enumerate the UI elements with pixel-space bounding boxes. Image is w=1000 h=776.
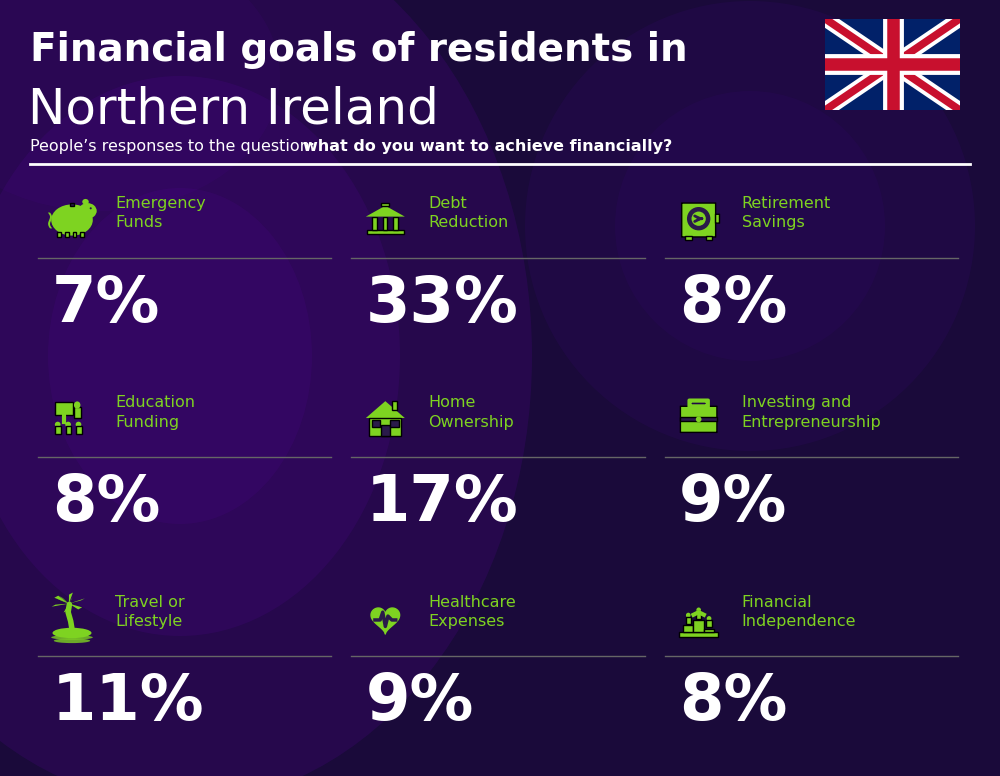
FancyBboxPatch shape xyxy=(57,232,61,237)
Polygon shape xyxy=(70,598,73,604)
Ellipse shape xyxy=(687,207,710,230)
FancyBboxPatch shape xyxy=(55,403,73,415)
FancyBboxPatch shape xyxy=(55,426,61,434)
Text: Education
Funding: Education Funding xyxy=(115,395,195,430)
Text: 9%: 9% xyxy=(679,472,787,534)
Text: Northern Ireland: Northern Ireland xyxy=(28,86,439,134)
Text: 8%: 8% xyxy=(52,472,160,534)
Ellipse shape xyxy=(82,199,89,205)
Text: Financial
Independence: Financial Independence xyxy=(742,594,856,629)
FancyBboxPatch shape xyxy=(680,407,717,432)
Ellipse shape xyxy=(76,421,81,428)
Polygon shape xyxy=(59,596,69,604)
Polygon shape xyxy=(64,604,69,612)
FancyBboxPatch shape xyxy=(65,232,69,237)
Text: Emergency
Funds: Emergency Funds xyxy=(115,196,206,230)
Polygon shape xyxy=(52,604,69,607)
Ellipse shape xyxy=(48,188,312,524)
Ellipse shape xyxy=(615,91,885,361)
Polygon shape xyxy=(57,598,69,604)
Text: 33%: 33% xyxy=(365,272,518,334)
Polygon shape xyxy=(366,401,405,418)
Ellipse shape xyxy=(51,635,93,639)
Polygon shape xyxy=(69,598,85,604)
FancyBboxPatch shape xyxy=(372,420,380,427)
Text: what do you want to achieve financially?: what do you want to achieve financially? xyxy=(303,139,672,154)
Ellipse shape xyxy=(696,417,702,422)
Ellipse shape xyxy=(525,1,975,451)
Ellipse shape xyxy=(78,203,97,219)
FancyBboxPatch shape xyxy=(76,426,82,434)
FancyBboxPatch shape xyxy=(682,203,716,237)
FancyBboxPatch shape xyxy=(683,625,693,632)
Ellipse shape xyxy=(51,204,93,236)
Text: 9%: 9% xyxy=(365,671,474,733)
Ellipse shape xyxy=(74,401,80,409)
Ellipse shape xyxy=(90,207,92,210)
Text: 17%: 17% xyxy=(365,472,518,534)
Text: Home
Ownership: Home Ownership xyxy=(428,395,514,430)
FancyBboxPatch shape xyxy=(392,401,397,411)
Text: Financial goals of residents in: Financial goals of residents in xyxy=(30,31,688,69)
Ellipse shape xyxy=(0,0,532,776)
Polygon shape xyxy=(69,604,82,609)
FancyBboxPatch shape xyxy=(696,611,701,618)
Ellipse shape xyxy=(55,421,61,428)
Polygon shape xyxy=(371,608,400,634)
Ellipse shape xyxy=(0,0,280,211)
Text: 11%: 11% xyxy=(52,671,205,733)
Ellipse shape xyxy=(90,210,96,214)
Ellipse shape xyxy=(52,628,92,638)
FancyBboxPatch shape xyxy=(706,620,712,627)
FancyBboxPatch shape xyxy=(685,236,692,240)
Text: Retirement
Savings: Retirement Savings xyxy=(742,196,831,230)
Ellipse shape xyxy=(697,217,701,220)
FancyBboxPatch shape xyxy=(381,425,390,436)
Text: Investing and
Entrepreneurship: Investing and Entrepreneurship xyxy=(742,395,881,430)
Polygon shape xyxy=(54,596,69,604)
FancyBboxPatch shape xyxy=(381,203,389,206)
Text: Travel or
Lifestyle: Travel or Lifestyle xyxy=(115,594,185,629)
Polygon shape xyxy=(70,594,71,604)
Ellipse shape xyxy=(686,613,691,618)
Text: Healthcare
Expenses: Healthcare Expenses xyxy=(428,594,516,629)
Text: People’s responses to the question:: People’s responses to the question: xyxy=(30,139,320,154)
FancyBboxPatch shape xyxy=(680,417,717,421)
FancyBboxPatch shape xyxy=(66,426,71,434)
FancyBboxPatch shape xyxy=(372,217,377,230)
Text: 7%: 7% xyxy=(52,272,160,334)
FancyBboxPatch shape xyxy=(390,420,399,427)
Ellipse shape xyxy=(54,639,90,643)
FancyBboxPatch shape xyxy=(80,232,84,237)
FancyBboxPatch shape xyxy=(686,617,691,624)
Ellipse shape xyxy=(696,608,701,613)
Polygon shape xyxy=(69,593,73,604)
FancyBboxPatch shape xyxy=(383,217,387,230)
FancyBboxPatch shape xyxy=(706,236,712,240)
FancyBboxPatch shape xyxy=(369,417,401,436)
FancyBboxPatch shape xyxy=(74,407,81,418)
Ellipse shape xyxy=(65,421,71,428)
FancyBboxPatch shape xyxy=(70,203,74,206)
Ellipse shape xyxy=(0,76,400,636)
FancyBboxPatch shape xyxy=(393,217,398,230)
FancyBboxPatch shape xyxy=(693,620,704,632)
Text: Debt
Reduction: Debt Reduction xyxy=(428,196,509,230)
FancyBboxPatch shape xyxy=(679,632,718,637)
Ellipse shape xyxy=(692,212,706,226)
Text: ~: ~ xyxy=(37,207,61,228)
Ellipse shape xyxy=(707,616,711,622)
Text: 8%: 8% xyxy=(679,671,787,733)
FancyBboxPatch shape xyxy=(73,232,76,237)
FancyBboxPatch shape xyxy=(367,230,404,234)
FancyBboxPatch shape xyxy=(704,629,714,632)
FancyBboxPatch shape xyxy=(716,214,719,223)
Text: 8%: 8% xyxy=(679,272,787,334)
Polygon shape xyxy=(366,206,405,217)
